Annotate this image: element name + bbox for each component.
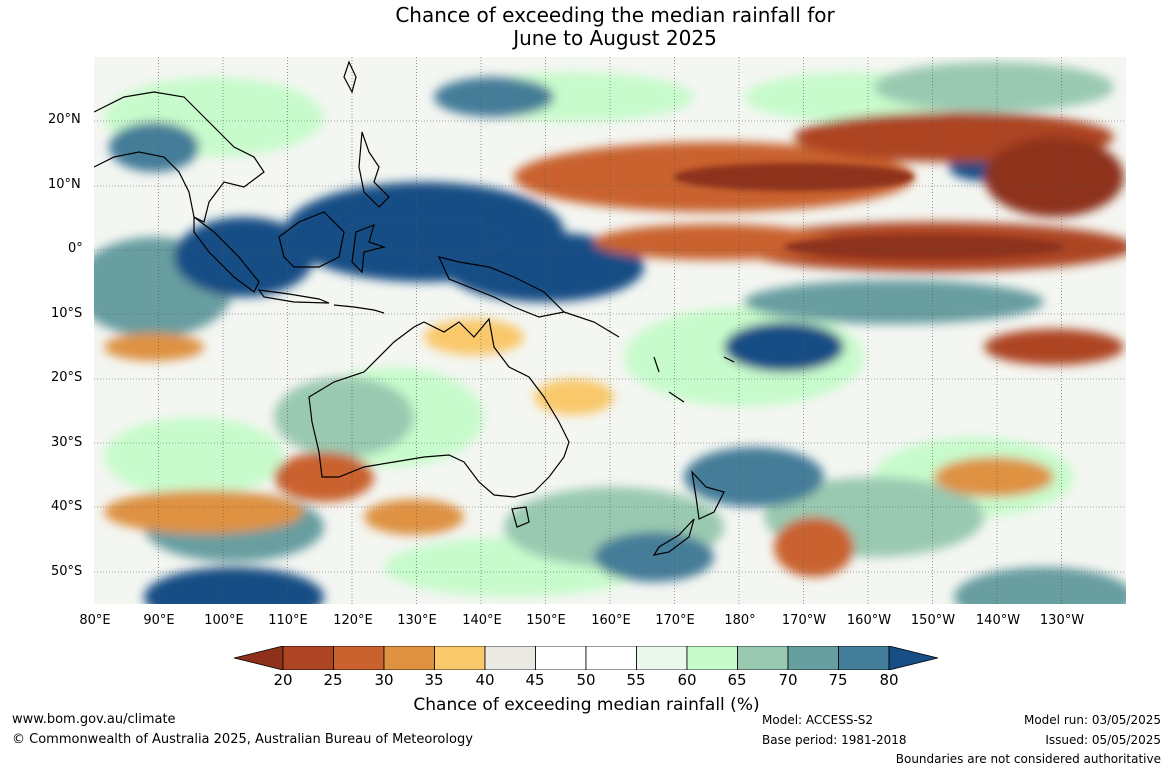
title-line-2: June to August 2025 (513, 26, 717, 50)
sulawesi-outline (351, 223, 387, 274)
colorbar-tick-75: 75 (828, 671, 848, 689)
lon-label-140e: 140°E (462, 613, 502, 628)
lat-label-10s: 10°S (51, 306, 83, 321)
lat-label-20s: 20°S (51, 370, 83, 385)
lon-label-110e: 110°E (268, 613, 308, 628)
lon-label-150e: 150°E (526, 613, 566, 628)
solomon-islands-outline (563, 311, 620, 338)
taiwan-outline (343, 60, 357, 94)
colorbar-cell-9 (737, 646, 789, 670)
colorbar-tick-40: 40 (475, 671, 495, 689)
colorbar-tick-50: 50 (576, 671, 596, 689)
lon-label-140w: 140°W (975, 613, 1021, 628)
colorbar-tick-20: 20 (273, 671, 293, 689)
colorbar-cell-10 (787, 646, 839, 670)
colorbar-cell-5 (535, 646, 587, 670)
footer-base-period: Base period: 1981-2018 (762, 733, 907, 747)
lon-label-170e: 170°E (655, 613, 695, 628)
lon-label-150w: 150°W (910, 613, 956, 628)
colorbar-cell-7 (636, 646, 688, 670)
footer-copyright: © Commonwealth of Australia 2025, Austra… (12, 732, 473, 747)
new-caledonia-outline (668, 391, 685, 403)
colorbar-tick-60: 60 (677, 671, 697, 689)
lesser-sunda-outline (333, 304, 385, 314)
colorbar-cell-3 (434, 646, 486, 670)
colorbar-tick-80: 80 (879, 671, 899, 689)
colorbar-cell-4 (484, 646, 536, 670)
lon-label-80e: 80°E (79, 613, 111, 628)
colorbar (234, 646, 938, 670)
tasmania-outline (511, 506, 530, 528)
colorbar-cell-6 (585, 646, 637, 670)
vanuatu-outline (653, 356, 660, 373)
lat-label-0: 0° (68, 241, 83, 256)
new-guinea-outline (437, 256, 566, 318)
colorbar-tick-45: 45 (525, 671, 545, 689)
australia-outline (308, 317, 570, 498)
colorbar-cell-2 (383, 646, 435, 670)
colorbar-tick-30: 30 (374, 671, 394, 689)
colorbar-cell-1 (333, 646, 385, 670)
footer-url[interactable]: www.bom.gov.au/climate (12, 712, 176, 727)
se-asia-outline (94, 91, 265, 223)
lon-label-100e: 100°E (204, 613, 244, 628)
footer-disclaimer: Boundaries are not considered authoritat… (895, 752, 1161, 766)
colorbar-title: Chance of exceeding median rainfall (%) (413, 695, 760, 715)
lon-label-90e: 90°E (143, 613, 175, 628)
lon-label-130w: 130°W (1039, 613, 1085, 628)
footer-model: Model: ACCESS-S2 (762, 713, 874, 727)
footer-model-run: Model run: 03/05/2025 (1023, 713, 1161, 727)
lon-label-130e: 130°E (397, 613, 437, 628)
lat-label-20n: 20°N (48, 112, 81, 127)
new-zealand-north-outline (691, 470, 725, 520)
java-outline (257, 289, 330, 304)
lon-label-160w: 160°W (846, 613, 892, 628)
lon-label-180: 180° (724, 613, 756, 628)
colorbar-cell-0 (282, 646, 334, 670)
map-field (94, 57, 1126, 604)
new-zealand-south-outline (652, 518, 695, 556)
rainfall-map (94, 57, 1126, 604)
colorbar-cell-above-80 (888, 646, 938, 670)
colorbar-cell-8 (686, 646, 738, 670)
borneo-outline (278, 211, 345, 268)
colorbar-tick-65: 65 (727, 671, 747, 689)
philippines-outline (358, 131, 390, 208)
lon-label-170w: 170°W (781, 613, 827, 628)
fiji-outline (723, 356, 735, 363)
lon-label-160e: 160°E (591, 613, 631, 628)
lon-label-120e: 120°E (333, 613, 373, 628)
lat-label-40s: 40°S (51, 499, 83, 514)
lat-label-10n: 10°N (48, 177, 81, 192)
chart-title: Chance of exceeding the median rainfall … (0, 4, 1173, 50)
lat-label-30s: 30°S (51, 435, 83, 450)
colorbar-cell-11 (838, 646, 890, 670)
title-line-1: Chance of exceeding the median rainfall … (395, 3, 835, 27)
lat-label-50s: 50°S (51, 564, 83, 579)
colorbar-tick-25: 25 (323, 671, 343, 689)
colorbar-cell-below-20 (234, 646, 284, 670)
colorbar-tick-70: 70 (778, 671, 798, 689)
footer-issued: Issued: 05/05/2025 (1045, 733, 1161, 747)
sumatra-outline (193, 215, 260, 293)
colorbar-tick-35: 35 (424, 671, 444, 689)
colorbar-tick-55: 55 (626, 671, 646, 689)
coastlines (94, 60, 735, 556)
graticule (94, 57, 1126, 604)
